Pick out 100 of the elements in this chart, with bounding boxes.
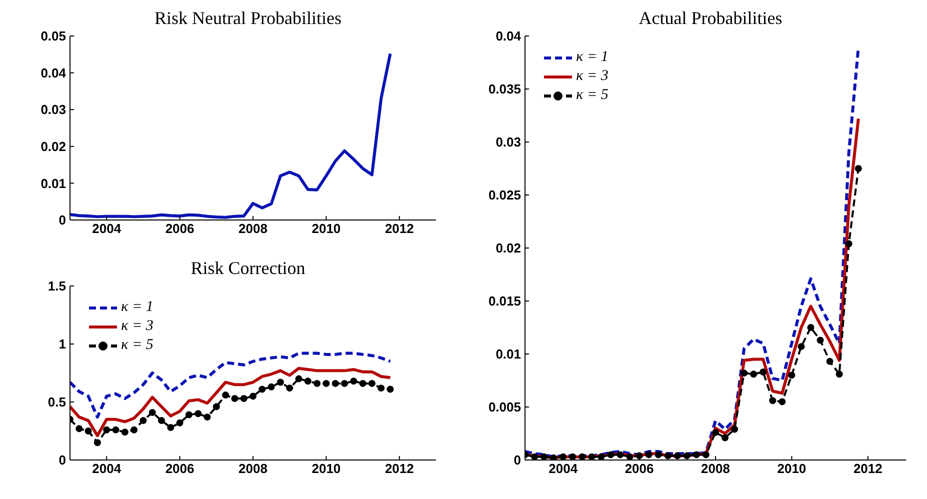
point (304, 378, 312, 385)
y-tick-label: 0.015 (488, 294, 521, 309)
point (798, 343, 805, 350)
x-tick-label: 2012 (384, 461, 414, 476)
point (240, 395, 248, 402)
line-series (70, 52, 392, 219)
y-tick-label: 0.04 (40, 65, 67, 80)
point (121, 428, 128, 436)
x-tick-label: 2012 (384, 221, 414, 236)
legend-label: κ = 5 (121, 337, 154, 353)
point (140, 417, 147, 424)
y-tick-label: 0.005 (488, 400, 521, 415)
point (807, 324, 814, 331)
point (636, 452, 643, 460)
point (295, 375, 302, 382)
y-tick-label: 0.5 (48, 394, 66, 410)
point (702, 451, 710, 458)
point (560, 453, 567, 460)
chart-title: Risk Correction (190, 258, 306, 280)
point (578, 453, 586, 460)
point (103, 426, 110, 434)
legend-label: κ = 1 (576, 49, 608, 65)
y-tick-label: 0.02 (496, 240, 521, 256)
point (176, 419, 184, 426)
point (683, 452, 690, 460)
y-tick-label: 0.03 (40, 102, 66, 118)
y-tick-label: 0 (58, 212, 66, 228)
legend-label: κ = 3 (121, 318, 154, 334)
point (231, 395, 238, 402)
point (816, 336, 824, 344)
point (845, 240, 852, 248)
point (569, 453, 576, 460)
y-tick-label: 0.02 (40, 139, 66, 154)
x-tick-label: 2004 (92, 461, 122, 476)
y-tick-label: 0.035 (488, 82, 521, 97)
line-series (70, 352, 392, 419)
x-tick-label: 2008 (238, 461, 268, 476)
point (268, 383, 275, 390)
line-series (70, 366, 392, 438)
point (368, 380, 376, 387)
chart-title: Risk Neutral Probabilities (154, 8, 342, 30)
point (286, 384, 294, 392)
x-tick-label: 2012 (853, 461, 882, 476)
point (616, 451, 624, 458)
x-tick-label: 2004 (548, 461, 578, 476)
point (378, 384, 385, 392)
point (760, 368, 767, 376)
point (332, 380, 339, 387)
y-tick-label: 0.03 (496, 134, 521, 150)
point (386, 386, 394, 393)
y-tick-label: 0.04 (496, 28, 522, 44)
point (167, 424, 174, 432)
point (740, 370, 748, 377)
x-tick-label: 2006 (624, 461, 654, 476)
chart-title: Actual Probabilities (638, 8, 784, 30)
point (112, 426, 120, 434)
x-tick-label: 2006 (165, 221, 194, 236)
point (588, 453, 596, 460)
point (712, 428, 719, 436)
point (158, 417, 165, 424)
point (531, 453, 538, 460)
point (607, 451, 614, 458)
point (664, 452, 672, 460)
point (692, 451, 700, 458)
point (84, 428, 92, 434)
point (185, 411, 192, 418)
y-tick-label: 0.05 (40, 28, 66, 44)
point (276, 378, 284, 386)
y-tick-label: 0 (58, 452, 66, 468)
x-tick-label: 2004 (92, 221, 122, 236)
x-tick-label: 2010 (312, 221, 341, 236)
point (148, 408, 156, 416)
y-tick-label: 0.01 (496, 346, 521, 362)
x-tick-label: 2006 (165, 461, 194, 476)
point (826, 358, 834, 365)
y-tick-label: 1 (58, 336, 66, 352)
point (204, 414, 211, 421)
legend-label: κ = 1 (121, 299, 154, 315)
point (598, 453, 605, 460)
point (731, 426, 738, 433)
point (626, 453, 634, 460)
point (314, 380, 321, 387)
point (654, 451, 662, 458)
point (359, 380, 366, 387)
x-tick-label: 2008 (238, 221, 268, 236)
x-tick-label: 2008 (701, 461, 730, 476)
point (258, 386, 266, 393)
point (645, 451, 652, 458)
point (350, 378, 358, 385)
point (76, 425, 83, 432)
legend-label: κ = 5 (576, 87, 608, 103)
y-tick-label: 0.025 (488, 188, 521, 203)
x-tick-label: 2010 (777, 461, 806, 476)
point (540, 453, 548, 460)
x-tick-label: 2010 (312, 461, 341, 476)
point (750, 370, 758, 378)
point (94, 439, 101, 446)
point (322, 380, 330, 387)
point (674, 452, 681, 460)
point (130, 426, 138, 434)
